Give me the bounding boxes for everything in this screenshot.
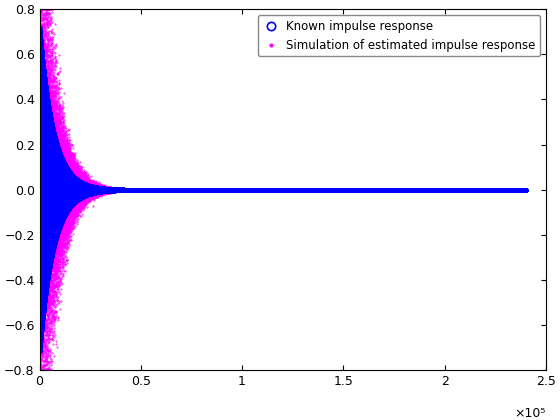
Known impulse response <box>36 25 43 30</box>
Known impulse response <box>373 187 380 192</box>
Known impulse response <box>148 187 155 192</box>
Known impulse response <box>378 187 385 192</box>
Simulation of estimated impulse response <box>153 187 160 192</box>
Known impulse response <box>191 187 198 192</box>
Simulation of estimated impulse response <box>148 187 155 192</box>
Known impulse response <box>36 349 43 354</box>
Simulation of estimated impulse response <box>191 187 198 192</box>
Simulation of estimated impulse response <box>378 187 385 192</box>
Simulation of estimated impulse response <box>36 44 43 49</box>
Known impulse response <box>153 187 160 192</box>
Line: Known impulse response: Known impulse response <box>38 26 528 353</box>
Line: Simulation of estimated impulse response: Simulation of estimated impulse response <box>39 9 526 371</box>
Simulation of estimated impulse response <box>522 187 529 192</box>
Known impulse response <box>522 187 529 192</box>
Legend: Known impulse response, Simulation of estimated impulse response: Known impulse response, Simulation of es… <box>258 15 540 56</box>
Simulation of estimated impulse response <box>36 7 43 12</box>
Known impulse response <box>221 187 227 192</box>
Simulation of estimated impulse response <box>221 187 227 192</box>
Simulation of estimated impulse response <box>36 368 43 373</box>
Simulation of estimated impulse response <box>373 187 380 192</box>
Text: ×10⁵: ×10⁵ <box>515 407 546 420</box>
